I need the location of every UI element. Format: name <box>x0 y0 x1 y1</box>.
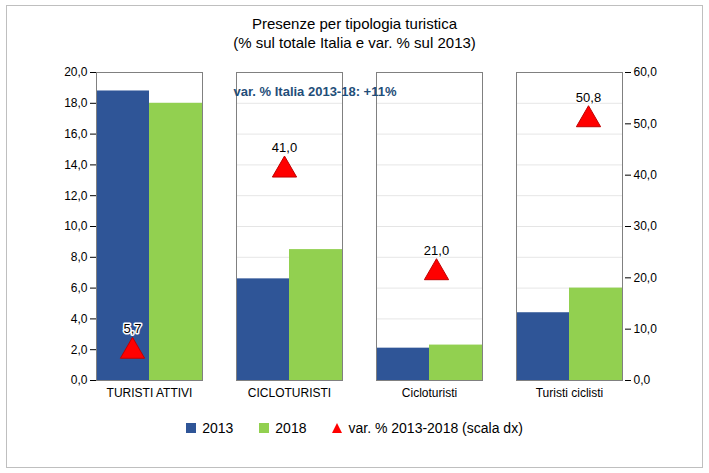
svg-text:4,0: 4,0 <box>71 312 88 326</box>
svg-text:21,0: 21,0 <box>424 243 449 258</box>
svg-text:Turisti ciclisti: Turisti ciclisti <box>536 386 604 400</box>
svg-text:60,0: 60,0 <box>634 65 658 79</box>
svg-text:20,0: 20,0 <box>64 65 88 79</box>
html-text:2013: 2013 <box>202 420 234 436</box>
svg-text:TURISTI ATTIVI: TURISTI ATTIVI <box>107 386 193 400</box>
svg-text:2,0: 2,0 <box>71 343 88 357</box>
svg-text:30,0: 30,0 <box>634 219 658 233</box>
html-text:(% sul totale Italia e var. %: (% sul totale Italia e var. % sul 2013) <box>233 34 476 51</box>
svg-text:50,0: 50,0 <box>634 117 658 131</box>
svg-text:20,0: 20,0 <box>634 271 658 285</box>
html-text:2018: 2018 <box>275 420 307 436</box>
svg-text:0,0: 0,0 <box>71 373 88 387</box>
svg-text:var. % Italia 2013-18: +11%: var. % Italia 2013-18: +11% <box>234 84 397 99</box>
svg-text:18,0: 18,0 <box>64 96 88 110</box>
html-text:Presenze per tipologia turisti: Presenze per tipologia turistica <box>251 15 457 32</box>
svg-text:5,7: 5,7 <box>123 321 141 336</box>
svg-text:10,0: 10,0 <box>64 219 88 233</box>
svg-text:41,0: 41,0 <box>272 140 297 155</box>
svg-text:50,8: 50,8 <box>576 90 601 105</box>
html-text:var. % 2013-2018 (scala dx): var. % 2013-2018 (scala dx) <box>348 420 523 436</box>
svg-text:12,0: 12,0 <box>64 189 88 203</box>
svg-text:10,0: 10,0 <box>634 322 658 336</box>
svg-text:40,0: 40,0 <box>634 168 658 182</box>
svg-text:0,0: 0,0 <box>634 373 651 387</box>
svg-text:Cicloturisti: Cicloturisti <box>402 386 457 400</box>
svg-text:CICLOTURISTI: CICLOTURISTI <box>248 386 331 400</box>
svg-text:14,0: 14,0 <box>64 158 88 172</box>
svg-text:8,0: 8,0 <box>71 250 88 264</box>
svg-text:16,0: 16,0 <box>64 127 88 141</box>
svg-text:6,0: 6,0 <box>71 281 88 295</box>
